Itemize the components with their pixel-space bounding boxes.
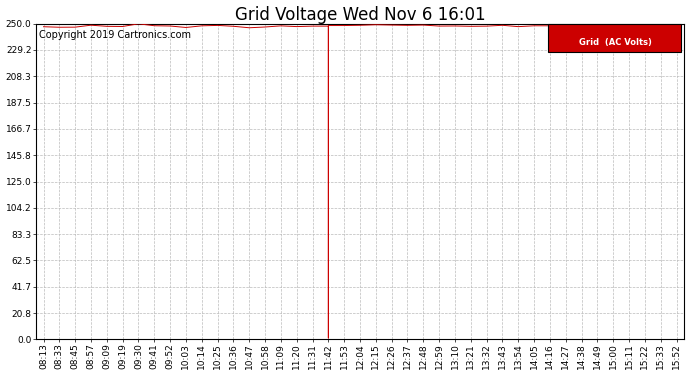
Text: Grid  (AC Volts): Grid (AC Volts) [579,38,651,46]
FancyBboxPatch shape [548,24,681,52]
Text: Copyright 2019 Cartronics.com: Copyright 2019 Cartronics.com [39,30,191,40]
Title: Grid Voltage Wed Nov 6 16:01: Grid Voltage Wed Nov 6 16:01 [235,6,485,24]
